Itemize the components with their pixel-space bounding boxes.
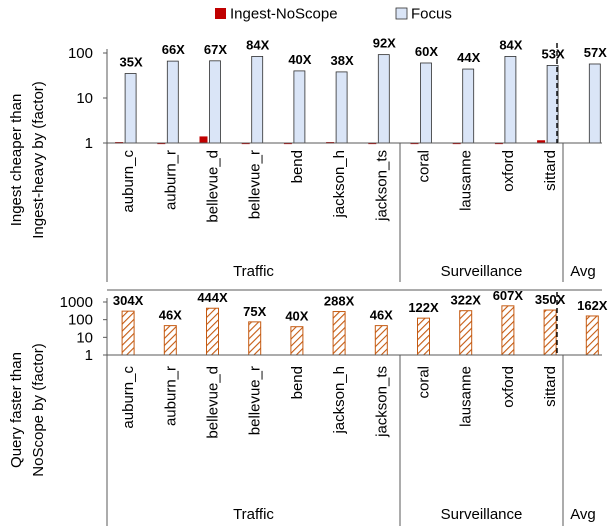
legend: Ingest-NoScope Focus <box>215 6 452 23</box>
bar-focus <box>294 71 305 143</box>
legend-label: Ingest-NoScope <box>230 6 338 23</box>
x-category-label: bend <box>289 150 306 183</box>
bar-value-label: 66X <box>162 42 185 57</box>
x-category-label: jackson_ts <box>373 150 390 222</box>
ingest-cost-chart: Ingest cheaper than Ingest-heavy by (fact… <box>8 36 607 290</box>
bar-focus <box>210 61 221 143</box>
bar-focus <box>421 63 432 143</box>
bar-value-label: 40X <box>288 52 311 67</box>
bar-value-label: 162X <box>577 298 608 313</box>
x-category-label: bellevue_r <box>247 366 264 435</box>
y-tick-label: 1 <box>85 135 93 152</box>
bar-query-speedup <box>418 318 430 355</box>
bar-query-speedup <box>164 326 176 355</box>
x-category-label: bellevue_r <box>247 150 264 219</box>
bar-value-label: 350X <box>535 292 566 307</box>
group-label: Traffic <box>233 506 274 523</box>
group-label: Surveillance <box>441 263 523 280</box>
bar-query-speedup <box>544 310 556 355</box>
bar-query-speedup <box>460 311 472 355</box>
bar-value-label: 304X <box>113 293 144 308</box>
bar-query-speedup <box>586 316 598 355</box>
bar-query-speedup <box>333 312 345 355</box>
bar-value-label: 46X <box>370 308 393 323</box>
x-category-label: sittard <box>542 366 559 407</box>
legend-swatch <box>215 8 226 19</box>
bar-query-speedup <box>122 311 134 355</box>
legend-label: Focus <box>411 6 452 23</box>
y-tick-label: 100 <box>68 45 93 62</box>
bar-query-speedup <box>502 306 514 355</box>
bar-focus <box>463 69 474 143</box>
bar-focus <box>167 61 178 143</box>
group-label: Traffic <box>233 263 274 280</box>
bar-focus <box>378 55 389 143</box>
bar-value-label: 60X <box>415 44 438 59</box>
bar-value-label: 40X <box>285 309 308 324</box>
bar-focus <box>125 74 136 143</box>
y-axis-title: Ingest cheaper than <box>8 94 25 227</box>
bar-value-label: 57X <box>584 45 607 60</box>
y-tick-label: 10 <box>76 90 93 107</box>
bar-value-label: 75X <box>243 304 266 319</box>
bar-value-label: 84X <box>246 37 269 52</box>
x-category-label: lausanne <box>458 366 475 427</box>
x-category-label: coral <box>416 150 433 183</box>
bar-value-label: 84X <box>499 37 522 52</box>
bar-focus <box>252 56 263 143</box>
query-speed-chart: Query faster than NoScope by (factor) 1101… <box>8 288 608 526</box>
legend-swatch <box>396 8 407 19</box>
y-axis-title: Query faster than <box>8 352 25 468</box>
bar-value-label: 92X <box>373 36 396 51</box>
bar-focus <box>589 64 600 143</box>
x-category-label: bend <box>289 366 306 399</box>
group-label: Avg <box>570 506 596 523</box>
x-category-label: oxford <box>500 366 517 408</box>
x-category-label: jackson_h <box>331 150 348 219</box>
x-category-label: lausanne <box>458 150 475 211</box>
bar-value-label: 322X <box>451 293 482 308</box>
bar-ingest-noscope <box>200 136 208 143</box>
y-axis-title: Ingest-heavy by (factor) <box>30 81 47 239</box>
bar-query-speedup <box>249 322 261 355</box>
bar-query-speedup <box>291 327 303 355</box>
x-category-label: auburn_c <box>120 150 137 213</box>
x-category-label: auburn_c <box>120 366 137 429</box>
bar-value-label: 288X <box>324 294 355 309</box>
bar-focus <box>505 56 516 143</box>
y-tick-label: 1 <box>85 347 93 364</box>
bar-value-label: 46X <box>159 308 182 323</box>
group-label: Avg <box>570 263 596 280</box>
bar-focus <box>336 72 347 143</box>
y-tick-label: 100 <box>68 312 93 329</box>
x-category-label: coral <box>416 366 433 399</box>
x-category-label: auburn_r <box>162 366 179 426</box>
bar-query-speedup <box>375 326 387 355</box>
y-tick-label: 10 <box>76 329 93 346</box>
x-category-label: jackson_ts <box>373 366 390 438</box>
bar-value-label: 122X <box>408 300 439 315</box>
x-category-label: oxford <box>500 150 517 192</box>
bar-value-label: 44X <box>457 50 480 65</box>
x-category-label: sittard <box>542 150 559 191</box>
group-label: Surveillance <box>441 506 523 523</box>
y-tick-label: 1000 <box>60 294 93 311</box>
bar-value-label: 444X <box>197 290 228 305</box>
bar-query-speedup <box>207 308 219 355</box>
y-axis-title: NoScope by (factor) <box>30 343 47 476</box>
x-category-label: jackson_h <box>331 366 348 435</box>
bar-value-label: 607X <box>493 288 524 303</box>
bar-value-label: 35X <box>120 55 143 70</box>
x-category-label: bellevue_d <box>205 150 222 223</box>
x-category-label: bellevue_d <box>205 366 222 439</box>
bar-value-label: 67X <box>204 42 227 57</box>
bar-value-label: 53X <box>542 46 565 61</box>
bar-value-label: 38X <box>331 53 354 68</box>
x-category-label: auburn_r <box>162 150 179 210</box>
